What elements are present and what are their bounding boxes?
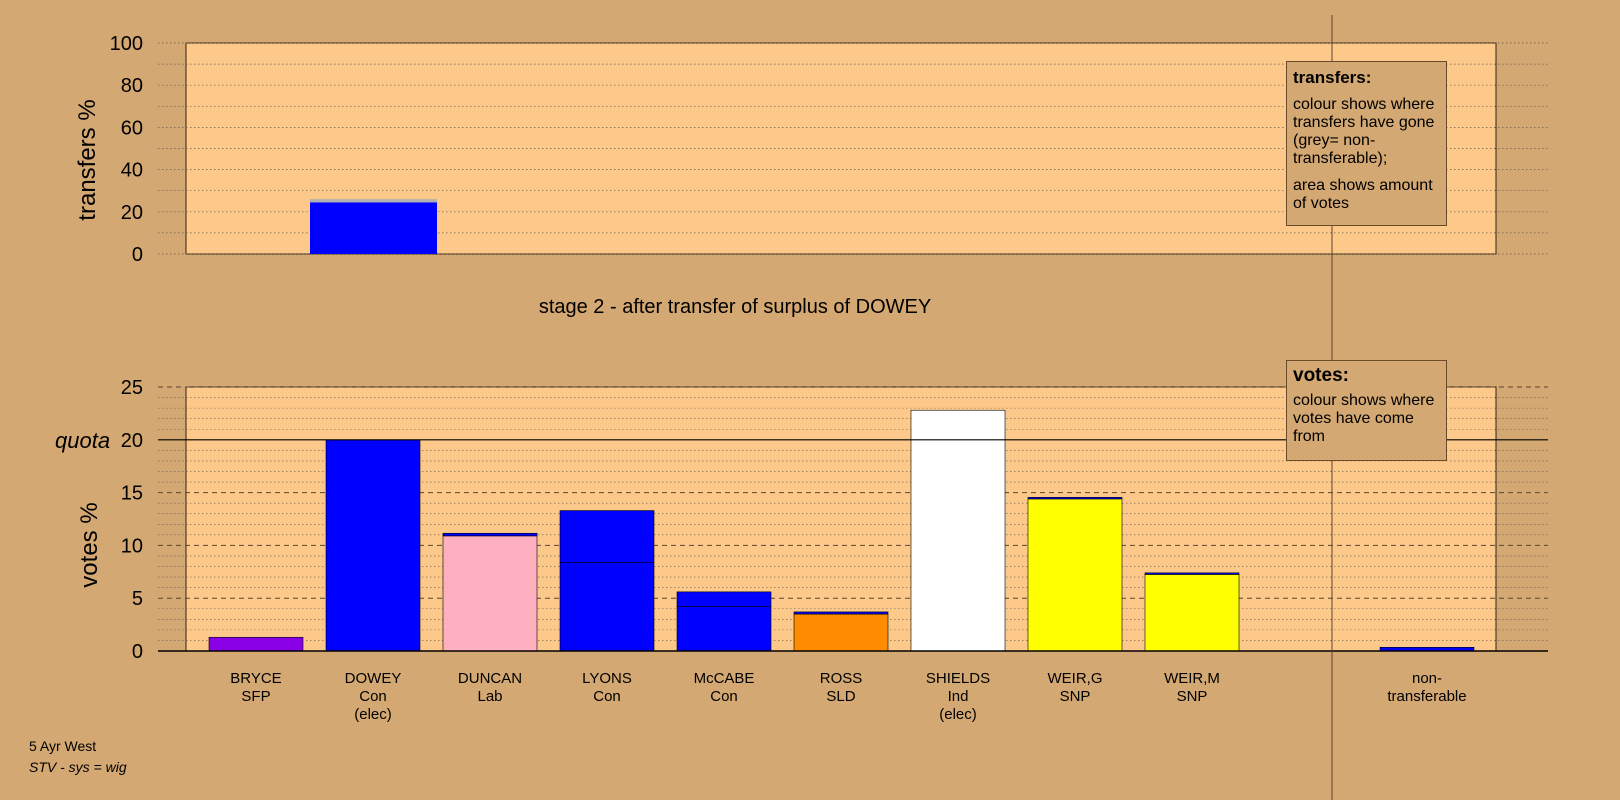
transfers-y-tick: 100	[110, 33, 143, 55]
candidate-name-label: McCABE	[694, 670, 755, 687]
votes-y-tick: 15	[121, 483, 143, 505]
votes-legend-text: colour shows where votes have come from	[1293, 392, 1435, 445]
vote-bar-segment	[559, 510, 655, 563]
votes-y-tick: 10	[121, 535, 143, 557]
candidate-name-label: WEIR,G	[1048, 670, 1103, 687]
vote-bar-segment	[442, 535, 538, 652]
vote-bar-segment	[793, 613, 889, 652]
candidate-name-label: DUNCAN	[458, 670, 522, 687]
transfer-bar-segment	[310, 202, 437, 254]
vote-bar-segment	[676, 591, 772, 607]
transfers-y-label: transfers %	[74, 99, 101, 220]
votes-y-tick: 25	[121, 377, 143, 399]
candidate-party-label: SLD	[826, 688, 855, 705]
votes-chart-title: stage 2 - after transfer of surplus of D…	[539, 296, 931, 318]
candidate-party-label: Lab	[477, 688, 502, 705]
candidate-name-label: BRYCE	[230, 670, 281, 687]
candidate-party-label: Ind	[948, 688, 969, 705]
candidate-party-label: SFP	[241, 688, 270, 705]
ward-name: 5 Ayr West	[29, 738, 97, 754]
candidate-party-label: SNP	[1177, 688, 1208, 705]
non-transferable-label: transferable	[1387, 688, 1466, 705]
candidate-party-label: Con	[359, 688, 387, 705]
candidate-name-label: WEIR,M	[1164, 670, 1220, 687]
votes-y-tick: 20	[121, 430, 143, 452]
transfers-y-tick: 20	[121, 202, 143, 224]
votes-y-tick: 0	[132, 641, 143, 663]
vote-bar-segment	[325, 439, 421, 652]
non-transferable-label: non-	[1412, 670, 1442, 687]
transfers-legend-text-1: colour shows where transfers have gone (…	[1293, 96, 1435, 167]
vote-bar-segment	[1144, 572, 1240, 575]
transfers-legend-title: transfers:	[1293, 68, 1372, 87]
vote-bar-segment	[208, 636, 304, 652]
vote-bar-segment	[559, 561, 655, 652]
votes-y-tick: 5	[132, 588, 143, 610]
transfers-y-tick: 40	[121, 160, 143, 182]
vote-bar-segment	[442, 532, 538, 537]
quota-label: quota	[55, 428, 110, 453]
vote-bar-segment	[1144, 574, 1240, 652]
transfers-y-tick: 60	[121, 117, 143, 139]
votes-y-label: votes %	[76, 502, 103, 587]
transfers-y-tick: 0	[132, 244, 143, 266]
transfers-y-tick: 80	[121, 75, 143, 97]
candidate-party-label: Con	[710, 688, 738, 705]
vote-bar-segment	[1027, 497, 1123, 500]
vote-bar-segment	[676, 606, 772, 652]
candidate-party-label: SNP	[1060, 688, 1091, 705]
candidate-name-label: ROSS	[820, 670, 863, 687]
candidate-elected-label: (elec)	[939, 706, 977, 723]
candidate-name-label: LYONS	[582, 670, 632, 687]
transfers-legend-text-2: area shows amount of votes	[1293, 177, 1433, 212]
candidate-name-label: SHIELDS	[926, 670, 990, 687]
vote-bar-segment	[910, 409, 1006, 652]
candidate-name-label: DOWEY	[345, 670, 402, 687]
transfer-bar-segment	[310, 199, 437, 203]
candidate-party-label: Con	[593, 688, 621, 705]
vote-bar-segment	[793, 611, 889, 615]
system-note: STV - sys = wig	[29, 759, 127, 775]
votes-legend: votes: colour shows where votes have com…	[1286, 360, 1447, 461]
candidate-elected-label: (elec)	[354, 706, 392, 723]
vote-bar-segment	[1027, 498, 1123, 652]
votes-legend-title: votes:	[1293, 365, 1349, 386]
transfers-legend: transfers: colour shows where transfers …	[1286, 61, 1447, 226]
